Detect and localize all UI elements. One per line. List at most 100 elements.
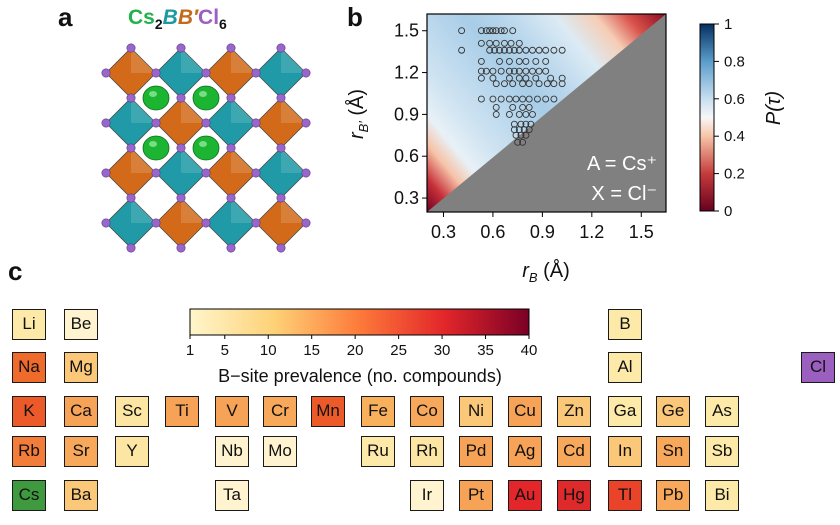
cl-atom: [251, 68, 261, 78]
cs-atom-highlight: [199, 141, 207, 147]
cl-atom: [176, 93, 186, 103]
x-tick-label: 1.2: [579, 222, 604, 242]
cl-atom: [251, 118, 261, 128]
element-rh: Rh: [410, 436, 444, 467]
colorbar-tick-label: 1: [724, 16, 732, 33]
data-point: [512, 131, 520, 139]
prevalence-tick-label: 20: [347, 342, 364, 359]
colorbar: [699, 23, 715, 212]
data-point: [492, 103, 500, 111]
data-point: [522, 57, 530, 65]
data-point: [496, 46, 503, 54]
cl-atom: [301, 68, 311, 78]
data-point: [505, 110, 513, 118]
data-point: [497, 27, 505, 35]
annotation-x-site: X = Cl⁻: [591, 183, 657, 205]
element-sn: Sn: [656, 436, 690, 467]
data-point: [501, 80, 508, 88]
element-ge: Ge: [656, 396, 690, 427]
element-k: K: [12, 396, 46, 427]
cl-atom: [176, 143, 186, 153]
formula-bp: B′: [177, 6, 199, 29]
cl-atom: [226, 43, 236, 53]
prevalence-colorbar: [189, 308, 530, 336]
data-point: [496, 57, 503, 65]
cl-atom: [276, 93, 286, 103]
octahedron-facet: [181, 48, 206, 73]
cl-atom: [126, 193, 136, 203]
element-ga: Ga: [608, 396, 642, 427]
data-point: [486, 27, 494, 35]
cl-atom: [176, 243, 186, 253]
data-point: [505, 74, 513, 82]
element-cs: Cs: [12, 480, 46, 511]
cl-atom: [101, 68, 111, 78]
data-point: [489, 95, 497, 103]
element-ru: Ru: [361, 436, 395, 467]
data-point: [486, 46, 494, 54]
data-point: [492, 39, 500, 47]
element-v: V: [215, 396, 249, 427]
data-point: [489, 74, 497, 82]
cl-atom: [101, 218, 111, 228]
element-nb: Nb: [215, 436, 249, 467]
element-cl: Cl: [801, 352, 835, 383]
data-point: [458, 27, 466, 35]
prevalence-label: B−site prevalence (no. compounds): [218, 366, 502, 386]
cl-atom: [276, 43, 286, 53]
data-point: [514, 138, 522, 146]
element-fe: Fe: [361, 396, 395, 427]
data-point: [501, 27, 508, 35]
element-ca: Ca: [64, 396, 98, 427]
data-point: [509, 80, 517, 88]
cl-atom: [201, 118, 211, 128]
element-in: In: [608, 436, 642, 467]
octahedron-facet: [131, 148, 156, 173]
data-point: [505, 67, 513, 75]
x-tick-label: 0.9: [530, 222, 555, 242]
cl-atom: [151, 218, 161, 228]
data-point: [543, 80, 551, 88]
data-point: [501, 39, 508, 47]
y-axis-label: rB′ (Å): [345, 89, 371, 139]
data-point: [515, 46, 523, 54]
data-point: [558, 80, 566, 88]
octahedron-facet: [181, 198, 206, 223]
cl-atom: [301, 118, 311, 128]
prevalence-tick-label: 35: [477, 342, 494, 359]
data-point: [547, 74, 555, 82]
data-point: [522, 110, 530, 118]
element-mo: Mo: [263, 436, 297, 467]
element-na: Na: [12, 352, 46, 383]
cl-atom: [126, 243, 136, 253]
data-point: [522, 131, 530, 139]
element-pd: Pd: [459, 436, 493, 467]
data-point: [535, 46, 543, 54]
cl-atom: [101, 118, 111, 128]
data-point: [558, 46, 566, 54]
cs-atom-highlight: [199, 91, 207, 97]
data-point: [522, 46, 530, 54]
data-point: [542, 46, 550, 54]
y-tick-label: 0.6: [394, 146, 419, 166]
data-point: [492, 110, 500, 118]
element-b: B: [608, 309, 642, 340]
element-ir: Ir: [410, 480, 444, 511]
formula-cs-sub: 2: [154, 16, 163, 33]
octahedron-facet: [281, 198, 306, 223]
data-point: [525, 95, 533, 103]
octahedron-facet: [231, 148, 256, 173]
data-point: [550, 46, 558, 54]
data-point: [489, 27, 497, 35]
data-point: [515, 39, 523, 47]
cs-atom-highlight: [149, 141, 157, 147]
data-point: [497, 95, 505, 103]
prevalence-tick-label: 25: [390, 342, 407, 359]
panel-label-b: b: [347, 2, 363, 32]
prevalence-tick-label: 10: [260, 342, 277, 359]
octahedron-facet: [131, 48, 156, 73]
data-point: [529, 67, 536, 75]
element-ba: Ba: [64, 480, 98, 511]
colorbar-tick-label: 0.4: [724, 128, 745, 145]
